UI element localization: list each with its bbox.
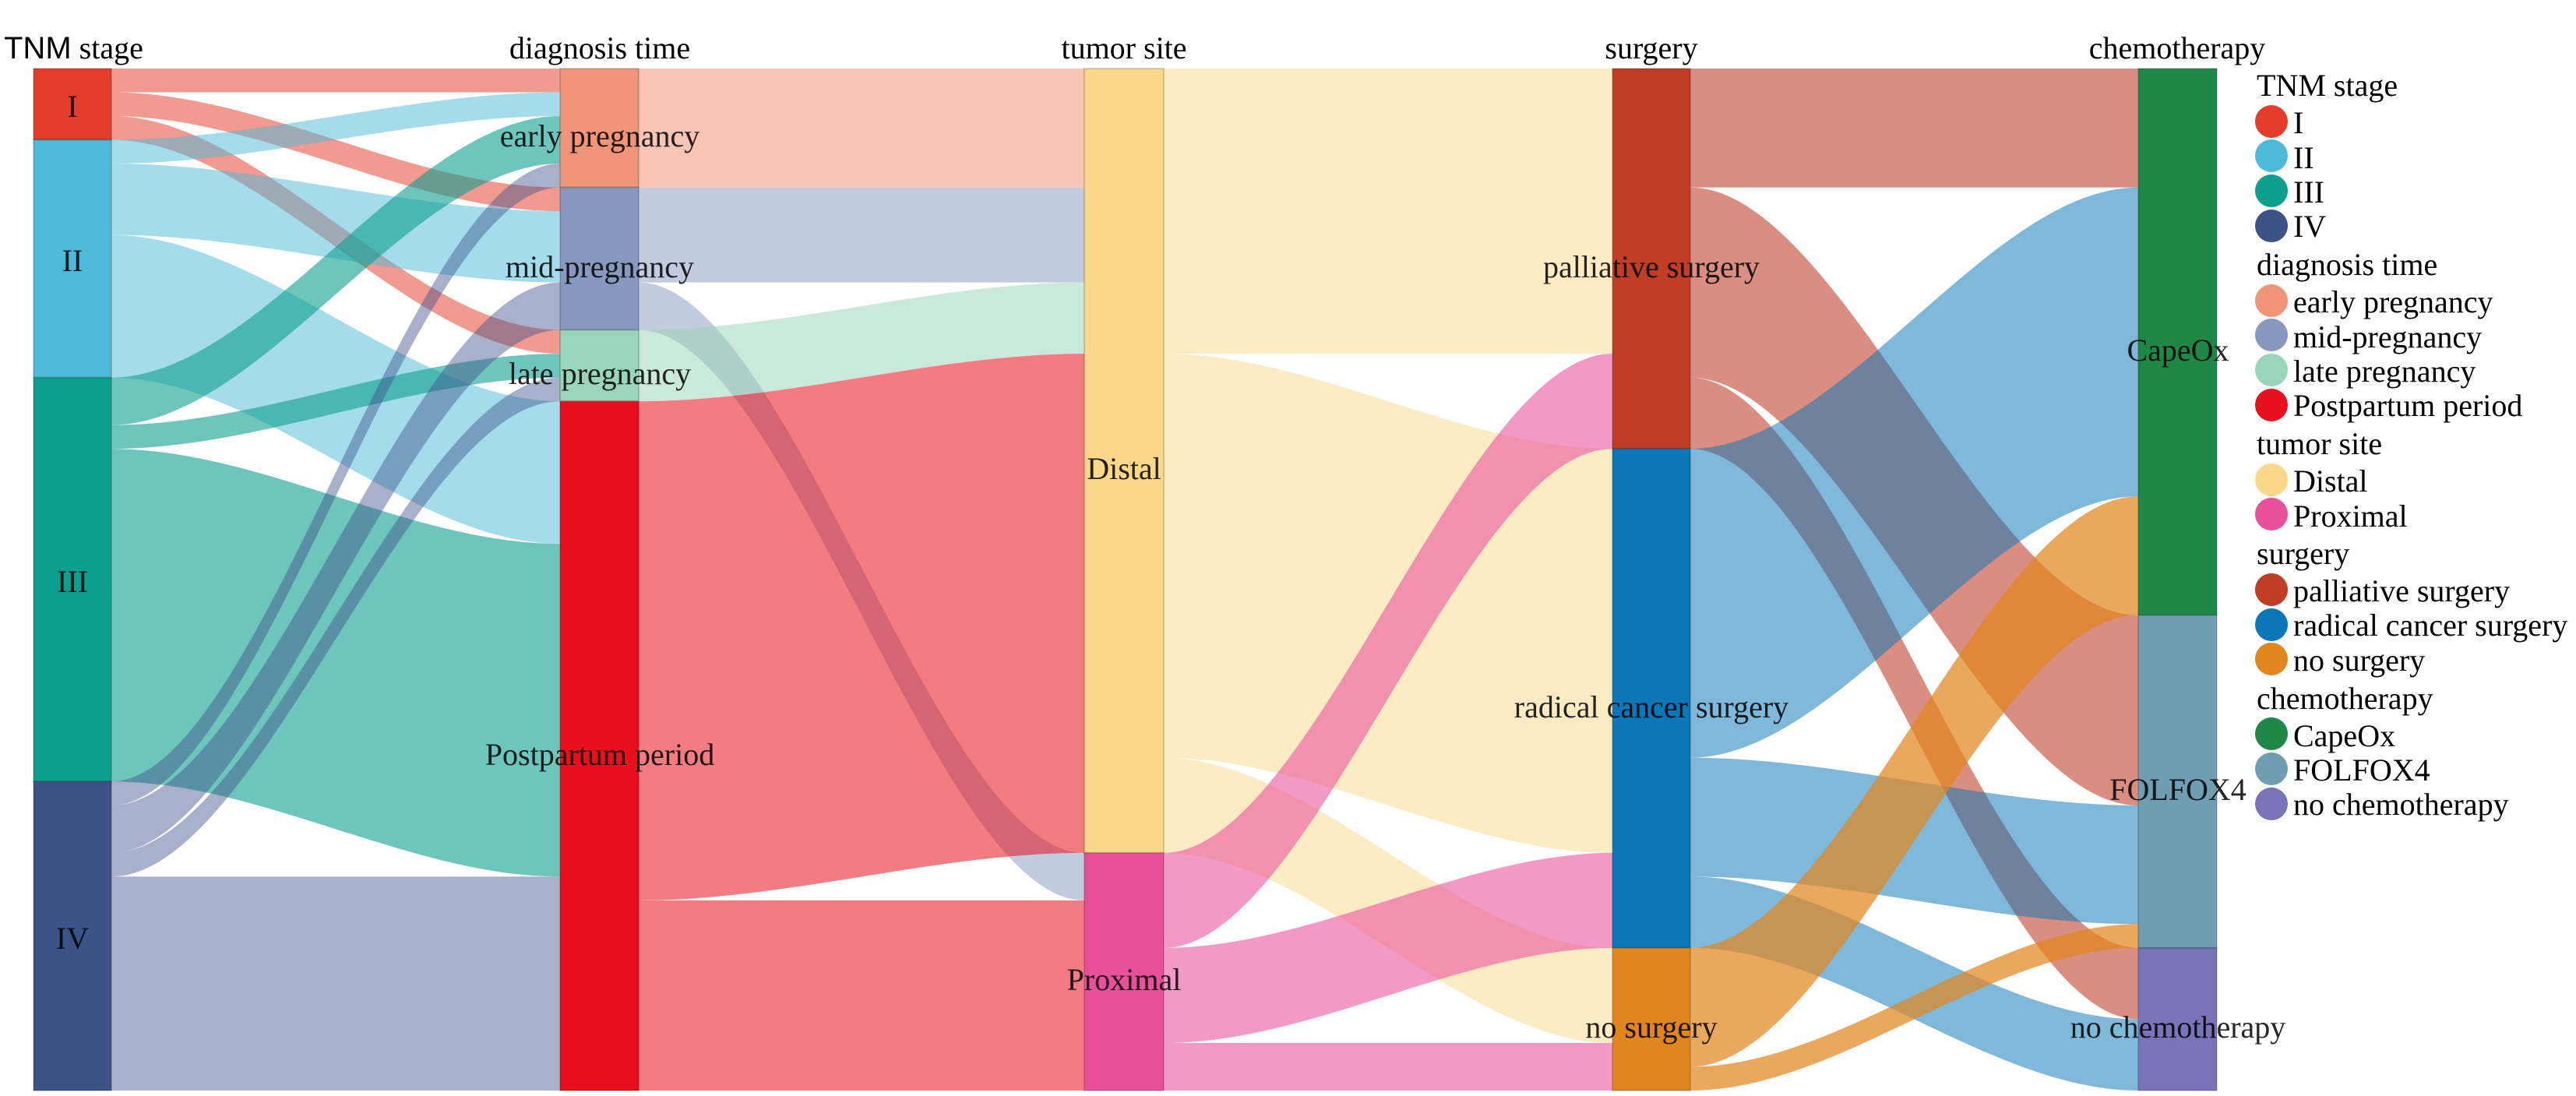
- svg-text:Proximal: Proximal: [1067, 962, 1182, 997]
- svg-text:diagnosis time: diagnosis time: [2257, 247, 2437, 282]
- svg-text:Postpartum period: Postpartum period: [485, 737, 714, 772]
- svg-text:palliative surgery: palliative surgery: [2293, 573, 2510, 608]
- svg-text:Proximal: Proximal: [2293, 499, 2408, 534]
- svg-text:palliative surgery: palliative surgery: [1543, 249, 1760, 284]
- svg-text:mid-pregnancy: mid-pregnancy: [506, 249, 694, 284]
- svg-text:I: I: [67, 89, 77, 124]
- svg-text:chemotherapy: chemotherapy: [2089, 30, 2266, 65]
- svg-text:radical cancer surgery: radical cancer surgery: [2293, 608, 2567, 643]
- svg-text:III: III: [57, 564, 88, 599]
- svg-text:no surgery: no surgery: [2293, 643, 2425, 678]
- svg-text:CapeOx: CapeOx: [2293, 718, 2395, 753]
- svg-text:II: II: [62, 243, 83, 278]
- svg-text:IV: IV: [56, 921, 89, 956]
- svg-text:early pregnancy: early pregnancy: [500, 118, 700, 153]
- svg-text:FOLFOX4: FOLFOX4: [2109, 772, 2247, 807]
- svg-text:no surgery: no surgery: [1585, 1010, 1717, 1045]
- svg-text:IV: IV: [2293, 209, 2326, 244]
- svg-text:early pregnancy: early pregnancy: [2293, 284, 2493, 319]
- svg-text:II: II: [2293, 140, 2314, 175]
- svg-text:surgery: surgery: [2257, 536, 2349, 571]
- svg-text:late pregnancy: late pregnancy: [2293, 354, 2476, 389]
- svg-text:TNM stage: TNM stage: [4, 30, 143, 65]
- svg-text:TNM stage: TNM stage: [2257, 68, 2398, 103]
- svg-text:chemotherapy: chemotherapy: [2257, 681, 2433, 716]
- svg-text:no chemotherapy: no chemotherapy: [2070, 1010, 2286, 1045]
- svg-text:Distal: Distal: [1087, 451, 1161, 486]
- svg-text:tumor site: tumor site: [2257, 426, 2382, 461]
- svg-text:late pregnancy: late pregnancy: [509, 356, 691, 391]
- svg-text:Distal: Distal: [2293, 463, 2368, 499]
- svg-text:mid-pregnancy: mid-pregnancy: [2293, 319, 2482, 354]
- svg-text:radical cancer surgery: radical cancer surgery: [1514, 689, 1788, 724]
- svg-text:III: III: [2293, 174, 2324, 210]
- svg-text:FOLFOX4: FOLFOX4: [2293, 752, 2430, 788]
- svg-text:diagnosis time: diagnosis time: [509, 30, 690, 65]
- svg-text:I: I: [2293, 105, 2303, 140]
- svg-text:tumor site: tumor site: [1061, 30, 1186, 65]
- svg-text:surgery: surgery: [1605, 30, 1697, 65]
- svg-text:CapeOx: CapeOx: [2127, 333, 2229, 368]
- svg-text:Postpartum period: Postpartum period: [2293, 388, 2522, 423]
- svg-text:no chemotherapy: no chemotherapy: [2293, 787, 2509, 822]
